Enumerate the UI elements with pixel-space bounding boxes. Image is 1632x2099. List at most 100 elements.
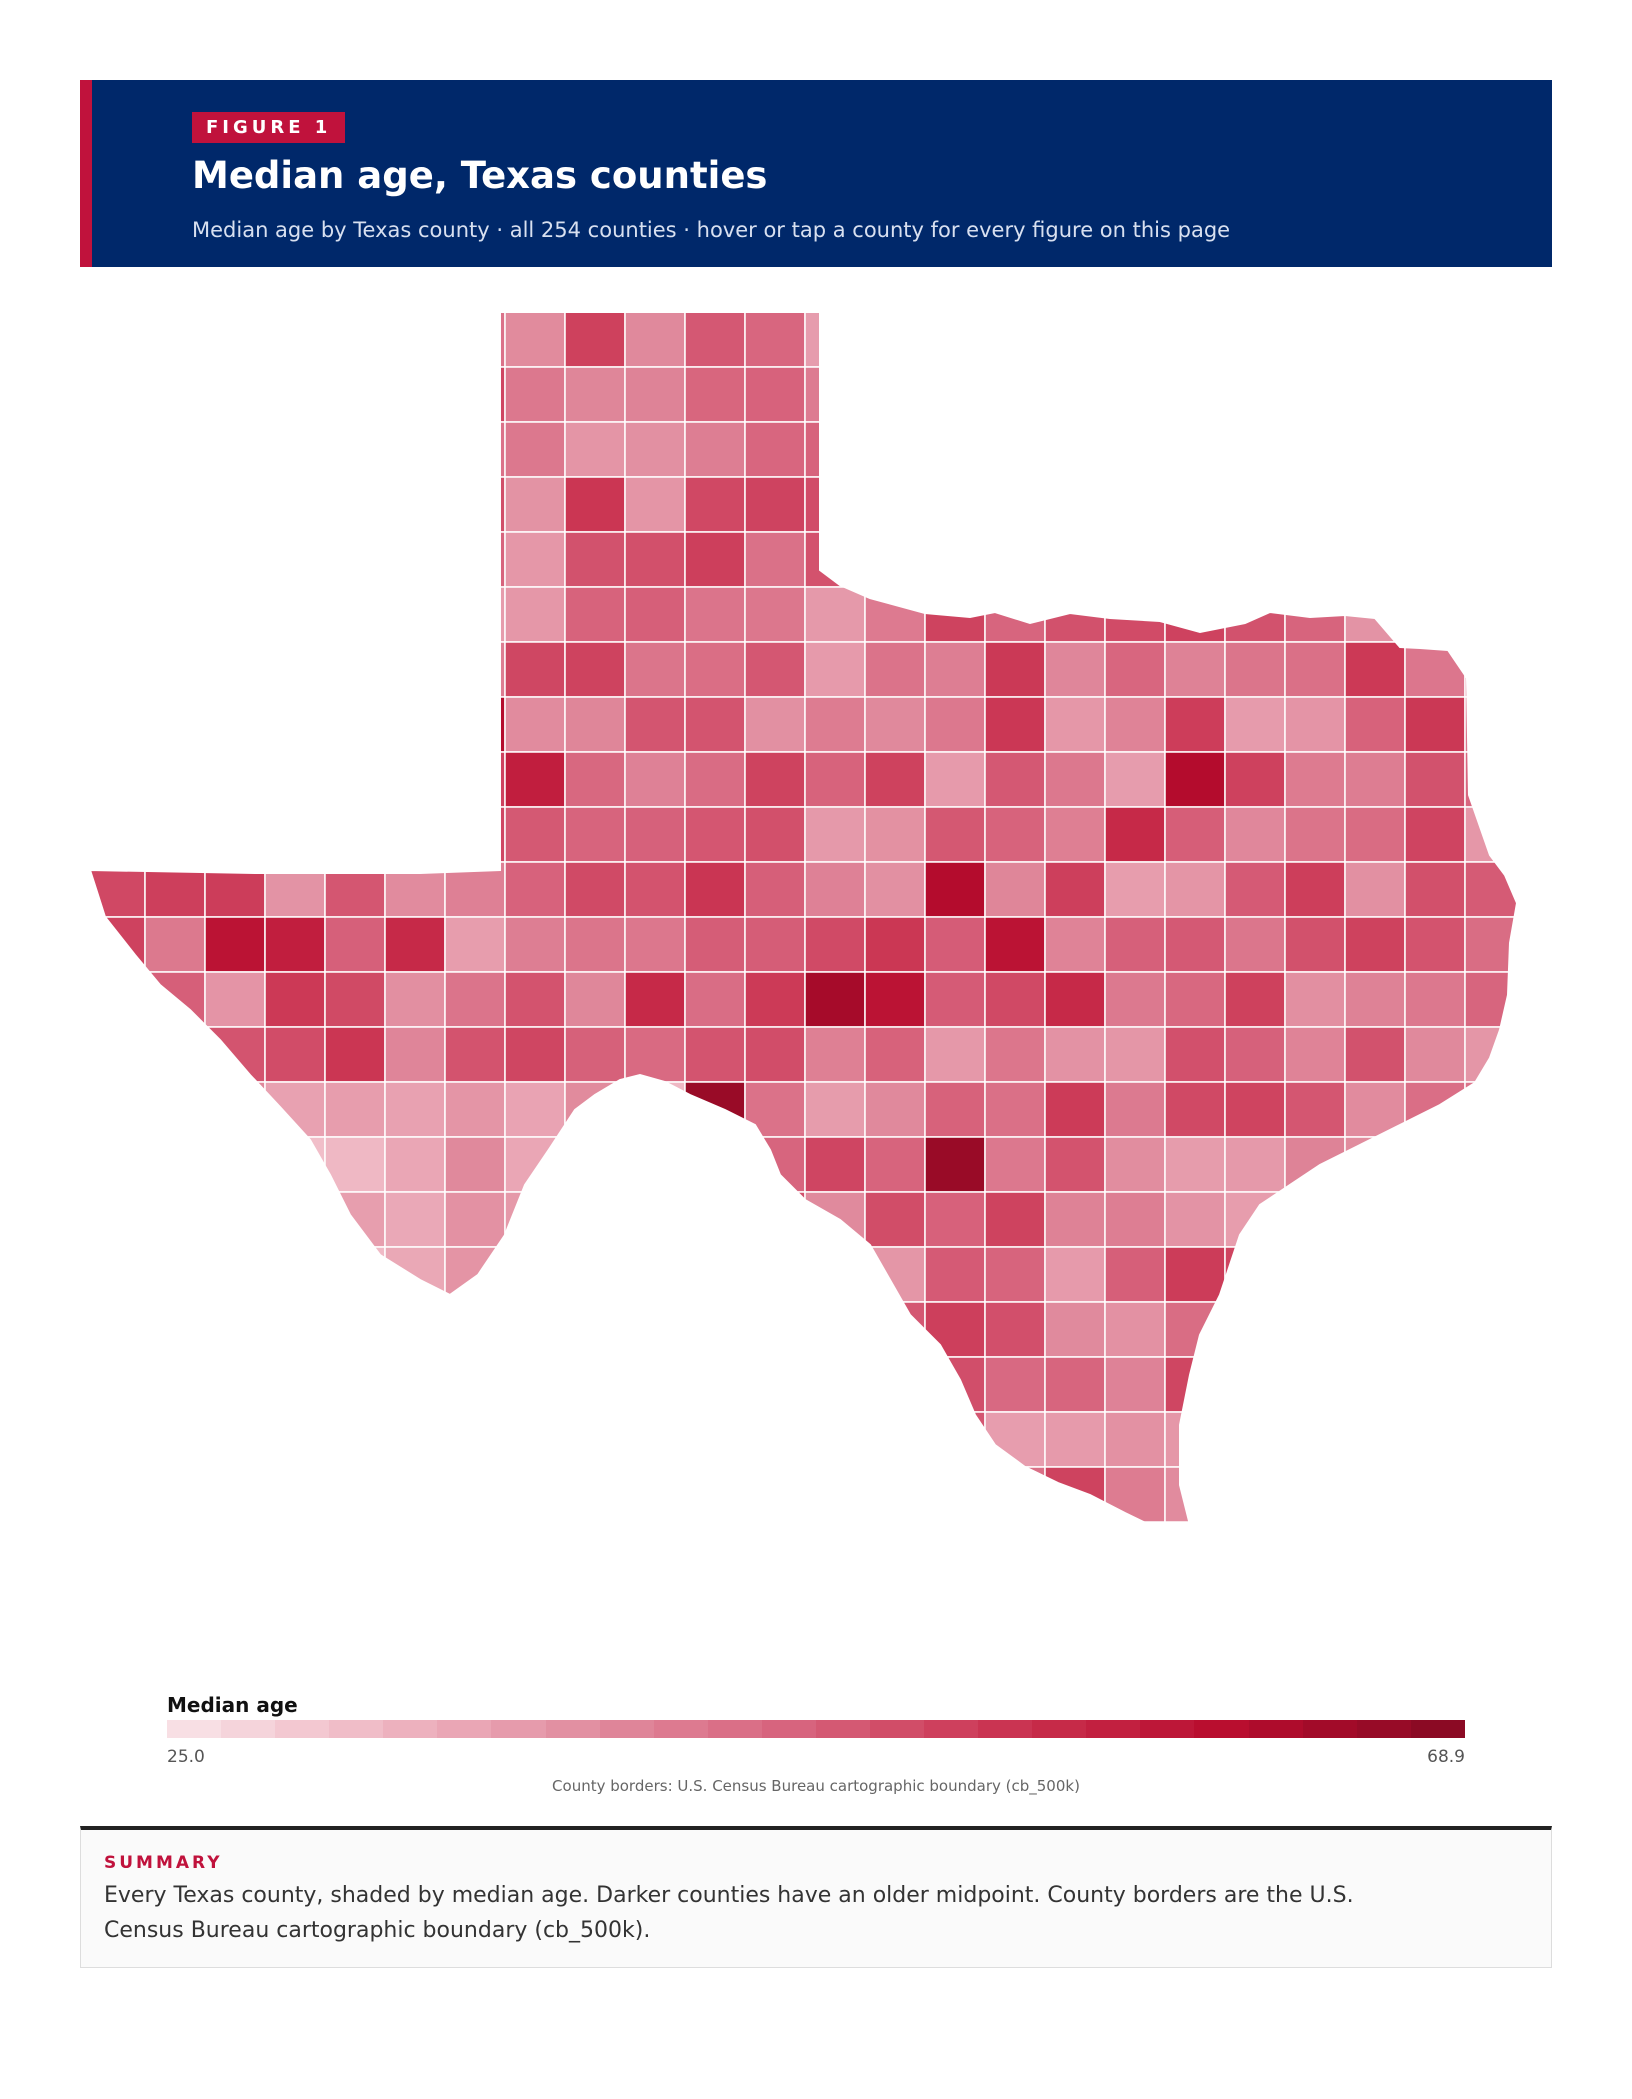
county-shape[interactable] [264,806,326,863]
county-shape[interactable] [984,861,1046,918]
county-shape[interactable] [1224,1301,1286,1358]
county-shape[interactable] [624,1466,686,1523]
county-shape[interactable] [864,916,926,973]
county-shape[interactable] [85,1411,146,1468]
county-shape[interactable] [144,586,206,643]
county-shape[interactable] [1464,1026,1525,1083]
county-shape[interactable] [744,586,806,643]
county-shape[interactable] [624,421,686,478]
county-shape[interactable] [1224,312,1286,368]
county-shape[interactable] [504,1026,566,1083]
county-shape[interactable] [264,696,326,753]
county-shape[interactable] [144,1411,206,1468]
county-shape[interactable] [1344,916,1406,973]
county-shape[interactable] [1164,1466,1226,1523]
county-shape[interactable] [744,531,806,588]
county-shape[interactable] [984,641,1046,698]
county-shape[interactable] [564,1191,626,1248]
county-shape[interactable] [1164,1191,1226,1248]
county-shape[interactable] [85,696,146,753]
county-shape[interactable] [85,586,146,643]
county-shape[interactable] [85,1136,146,1193]
county-shape[interactable] [1104,641,1166,698]
county-shape[interactable] [984,312,1046,368]
county-shape[interactable] [624,696,686,753]
county-shape[interactable] [924,861,986,918]
county-shape[interactable] [264,971,326,1028]
county-shape[interactable] [324,421,386,478]
county-shape[interactable] [744,476,806,533]
county-shape[interactable] [204,641,266,698]
county-shape[interactable] [804,916,866,973]
county-shape[interactable] [1044,861,1106,918]
county-shape[interactable] [924,751,986,808]
county-shape[interactable] [1224,861,1286,918]
county-shape[interactable] [1344,1081,1406,1138]
county-shape[interactable] [384,696,446,753]
county-shape[interactable] [924,1356,986,1413]
county-shape[interactable] [144,312,206,368]
county-shape[interactable] [1104,476,1166,533]
county-shape[interactable] [924,1081,986,1138]
county-shape[interactable] [504,916,566,973]
county-shape[interactable] [624,476,686,533]
county-shape[interactable] [1464,366,1525,423]
county-shape[interactable] [1284,476,1346,533]
county-shape[interactable] [744,1191,806,1248]
county-shape[interactable] [1464,1081,1525,1138]
county-shape[interactable] [1224,1411,1286,1468]
county-shape[interactable] [1464,1356,1525,1413]
county-shape[interactable] [864,366,926,423]
county-shape[interactable] [1344,751,1406,808]
county-shape[interactable] [1404,751,1466,808]
county-shape[interactable] [984,1246,1046,1303]
county-shape[interactable] [1404,476,1466,533]
county-shape[interactable] [864,586,926,643]
county-shape[interactable] [1344,1411,1406,1468]
county-shape[interactable] [144,1081,206,1138]
county-shape[interactable] [1224,531,1286,588]
county-shape[interactable] [504,1136,566,1193]
county-shape[interactable] [384,586,446,643]
county-shape[interactable] [264,1081,326,1138]
county-shape[interactable] [804,696,866,753]
county-shape[interactable] [564,531,626,588]
county-shape[interactable] [684,366,746,423]
county-shape[interactable] [624,1026,686,1083]
county-shape[interactable] [744,751,806,808]
county-shape[interactable] [1284,366,1346,423]
county-shape[interactable] [444,806,506,863]
county-shape[interactable] [1344,1246,1406,1303]
county-shape[interactable] [204,1136,266,1193]
county-shape[interactable] [504,531,566,588]
county-shape[interactable] [204,1356,266,1413]
county-shape[interactable] [444,1026,506,1083]
county-shape[interactable] [1344,696,1406,753]
county-shape[interactable] [1164,1246,1226,1303]
county-shape[interactable] [264,641,326,698]
county-shape[interactable] [1284,1466,1346,1523]
county-shape[interactable] [444,476,506,533]
county-shape[interactable] [324,861,386,918]
county-shape[interactable] [144,366,206,423]
county-shape[interactable] [624,586,686,643]
county-shape[interactable] [1464,806,1525,863]
county-shape[interactable] [1044,312,1106,368]
county-shape[interactable] [744,1026,806,1083]
county-shape[interactable] [1404,1411,1466,1468]
county-shape[interactable] [624,971,686,1028]
county-shape[interactable] [1284,1191,1346,1248]
county-shape[interactable] [984,1301,1046,1358]
county-shape[interactable] [264,366,326,423]
county-shape[interactable] [144,641,206,698]
county-shape[interactable] [384,971,446,1028]
county-shape[interactable] [85,1301,146,1358]
county-shape[interactable] [1284,1356,1346,1413]
county-shape[interactable] [1044,1026,1106,1083]
county-shape[interactable] [1164,696,1226,753]
county-shape[interactable] [384,1356,446,1413]
county-shape[interactable] [204,916,266,973]
county-shape[interactable] [1224,971,1286,1028]
county-shape[interactable] [384,916,446,973]
county-shape[interactable] [444,531,506,588]
